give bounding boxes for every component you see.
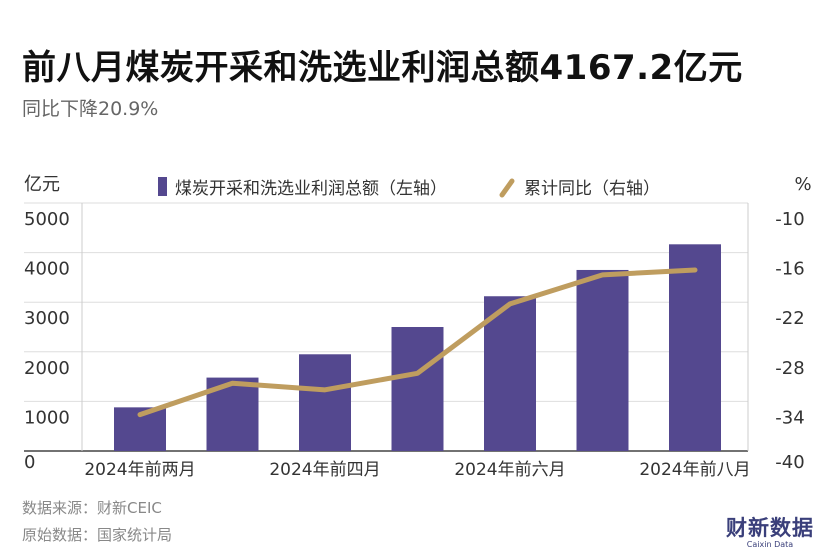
left-tick-label: 1000: [24, 407, 70, 428]
right-axis-unit: %: [794, 174, 811, 195]
legend-line-label: 累计同比（右轴）: [524, 179, 660, 199]
left-tick-label: 0: [24, 452, 35, 473]
left-tick-label: 5000: [24, 209, 70, 230]
brand-name: 财新数据: [726, 516, 814, 540]
left-tick-label: 2000: [24, 358, 70, 379]
raw-data-source: 原始数据：国家统计局: [22, 526, 173, 544]
left-tick-label: 4000: [24, 259, 70, 280]
right-tick-label: -22: [775, 308, 804, 329]
page-title: 前八月煤炭开采和洗选业利润总额4167.2亿元: [22, 48, 743, 88]
bar: [576, 269, 629, 451]
legend-line-swatch: [499, 178, 515, 198]
right-tick-label: -16: [775, 259, 804, 280]
x-tick-label: 2024年前两月: [84, 460, 195, 480]
right-tick-label: -10: [775, 209, 804, 230]
legend-bar-swatch: [158, 177, 167, 196]
bar: [391, 327, 444, 451]
bar: [299, 354, 351, 451]
page-subtitle: 同比下降20.9%: [22, 98, 159, 120]
right-tick-label: -34: [775, 407, 804, 428]
yoy-line: [137, 267, 698, 418]
bar: [669, 244, 721, 451]
x-tick-label: 2024年前六月: [454, 460, 565, 480]
left-tick-label: 3000: [24, 308, 70, 329]
brand-sub: Caixin Data: [746, 540, 794, 549]
brand-logo: 财新数据 Caixin Data: [726, 512, 814, 549]
left-axis-unit: 亿元: [24, 174, 60, 195]
x-tick-label: 2024年前八月: [639, 460, 750, 480]
profit-chart: 0 1000 2000 3000 4000 5000 -40 -34 -28 -22 -16 -10 亿…: [24, 174, 812, 480]
legend-bar-label: 煤炭开采和洗选业利润总额（左轴）: [175, 179, 447, 199]
right-tick-label: -40: [775, 452, 804, 473]
bar: [484, 296, 536, 451]
data-source: 数据来源：财新CEIC: [22, 499, 162, 517]
x-tick-label: 2024年前四月: [269, 460, 380, 480]
right-tick-label: -28: [775, 358, 804, 379]
